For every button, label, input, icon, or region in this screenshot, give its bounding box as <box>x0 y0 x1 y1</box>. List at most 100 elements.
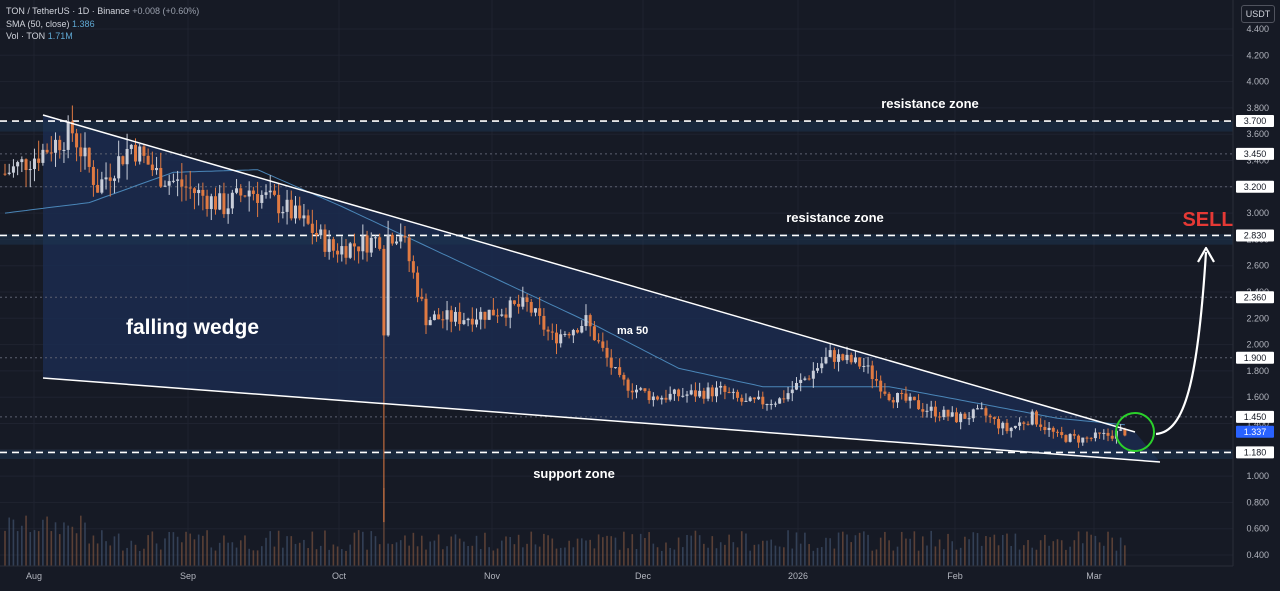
level-badge <box>1236 180 1274 193</box>
volume-bar <box>134 544 137 566</box>
volume-bar <box>256 550 259 566</box>
candle-body <box>900 392 904 394</box>
candle-body <box>134 144 138 162</box>
volume-bar <box>1115 550 1118 566</box>
volume-bar <box>652 543 655 566</box>
candle-body <box>399 235 403 242</box>
volume-bar <box>715 548 718 566</box>
volume-bar <box>1081 543 1084 566</box>
candle-body <box>112 178 116 181</box>
volume-bar <box>366 549 368 566</box>
level-badge <box>1236 229 1274 242</box>
time-axis-panel[interactable] <box>0 566 1233 586</box>
candle-body <box>584 315 588 327</box>
volume-bar <box>458 538 461 566</box>
candle-body <box>702 390 706 399</box>
volume-bar <box>391 544 394 566</box>
volume-bar <box>463 541 465 566</box>
price-axis-panel[interactable] <box>1233 0 1280 566</box>
candle-body <box>386 234 390 336</box>
volume-bar <box>879 537 882 566</box>
volume-bar <box>1035 549 1038 566</box>
candle-body <box>428 320 432 326</box>
level-badge-label: 3.700 <box>1244 116 1267 126</box>
volume-bar <box>930 530 932 566</box>
volume-bar <box>1090 534 1092 566</box>
volume-bar <box>475 535 478 566</box>
candle-body <box>672 389 676 394</box>
volume-bar <box>496 548 499 566</box>
candle-body <box>167 181 171 186</box>
volume-bar <box>1124 545 1126 566</box>
volume-bar <box>799 543 802 566</box>
wedge-upper-trendline[interactable] <box>42 114 1136 433</box>
candle-body <box>466 318 470 321</box>
candle-body <box>340 246 344 255</box>
volume-bar <box>181 542 183 566</box>
candle-body <box>550 331 554 333</box>
volume-bar <box>227 542 229 566</box>
volume-bar <box>151 531 154 566</box>
time-tick-label: Dec <box>635 571 652 581</box>
candle-body <box>992 417 996 419</box>
candle-body <box>782 398 786 400</box>
volume-bar <box>223 535 225 566</box>
breakout-highlight-circle <box>1115 412 1155 452</box>
falling-wedge-label: falling wedge <box>126 316 259 339</box>
volume-bar <box>437 534 440 566</box>
volume-bar <box>576 538 579 566</box>
candle-body <box>1077 435 1081 443</box>
volume-bar <box>959 547 962 566</box>
candle-body <box>980 408 984 410</box>
candle-body <box>601 341 605 348</box>
candle-body <box>411 261 415 273</box>
current-price-badge <box>1236 425 1274 438</box>
candle-body <box>828 350 832 357</box>
candle-body <box>129 144 133 149</box>
candle-body <box>1102 432 1106 434</box>
candle-body <box>298 205 302 219</box>
volume-bar <box>4 530 6 566</box>
candle-body <box>7 172 11 174</box>
candle-body <box>630 390 634 393</box>
volume-bar <box>471 545 474 566</box>
candle-body <box>83 147 87 157</box>
volume-bar <box>778 546 781 566</box>
volume-bar <box>214 550 217 566</box>
volume-bar <box>972 532 975 566</box>
candle-body <box>1123 429 1127 436</box>
wedge-lower-trendline[interactable] <box>42 377 1161 463</box>
candle-body <box>950 412 954 417</box>
ma-50-label: ma 50 <box>617 325 648 337</box>
volume-bar <box>534 544 537 566</box>
volume-bar <box>155 543 158 566</box>
volume-bar <box>58 534 61 566</box>
symbol-row[interactable]: TON / TetherUS · 1D · Binance +0.008 (+0… <box>6 5 199 18</box>
volume-bar <box>29 532 32 566</box>
candle-body <box>933 406 937 417</box>
volume-bar <box>854 535 857 566</box>
currency-selector[interactable]: USDT <box>1241 5 1275 23</box>
candle-body <box>108 177 112 181</box>
volume-bar <box>105 541 107 566</box>
candle-body <box>369 237 373 253</box>
zone-band <box>0 234 1233 245</box>
volume-bar <box>909 538 911 566</box>
volume-bar <box>425 549 427 566</box>
candle-body <box>491 309 495 316</box>
candle-body <box>159 168 163 187</box>
candle-body <box>908 396 912 401</box>
candle-body <box>609 357 613 368</box>
volume-bar <box>627 548 629 566</box>
volume-bar <box>841 531 844 566</box>
volume-row[interactable]: Vol · TON 1.71M <box>6 30 199 43</box>
price-tick-label: 1.000 <box>1246 471 1269 481</box>
volume-bar <box>837 532 840 566</box>
volume-bar <box>846 534 848 566</box>
candle-body <box>538 308 542 316</box>
sma-row[interactable]: SMA (50, close) 1.386 <box>6 18 199 31</box>
candle-body <box>209 196 213 209</box>
volume-bar <box>993 534 996 566</box>
